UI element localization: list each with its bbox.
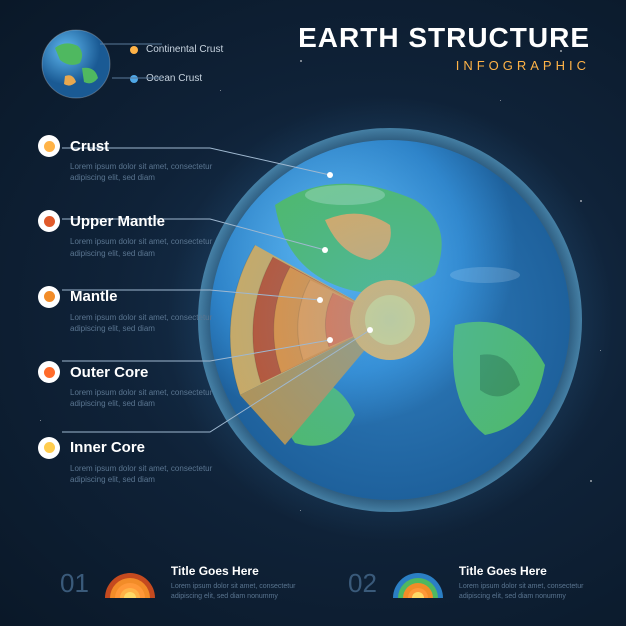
panel-number: 02 [348,568,377,599]
bullet-icon [38,437,60,459]
bullet-icon [38,135,60,157]
layer-crust: Crust Lorem ipsum dolor sit amet, consec… [38,135,218,183]
layer-outer-core: Outer Core Lorem ipsum dolor sit amet, c… [38,361,218,409]
layer-list: Crust Lorem ipsum dolor sit amet, consec… [38,135,218,512]
half-layers-icon [103,566,157,600]
half-layers-icon [391,566,445,600]
bullet-icon [38,361,60,383]
page-title: EARTH STRUCTURE [298,22,590,54]
layer-mantle: Mantle Lorem ipsum dolor sit amet, conse… [38,286,218,334]
dot-icon [130,46,138,54]
legend-ocean: Ocean Crust [130,73,223,84]
bullet-icon [38,286,60,308]
panel-01: 01 Title Goes Here Lorem ipsum dolor sit… [60,564,298,602]
legend-continental: Continental Crust [130,44,223,55]
panel-title: Title Goes Here [459,564,586,578]
dot-icon [130,75,138,83]
layer-inner-core: Inner Core Lorem ipsum dolor sit amet, c… [38,437,218,485]
earth-cutaway-diagram [195,125,585,515]
bottom-panels: 01 Title Goes Here Lorem ipsum dolor sit… [60,564,586,602]
panel-title: Title Goes Here [171,564,298,578]
panel-02: 02 Title Goes Here Lorem ipsum dolor sit… [348,564,586,602]
panel-desc: Lorem ipsum dolor sit amet, consectetur … [171,582,298,602]
bullet-icon [38,210,60,232]
panel-desc: Lorem ipsum dolor sit amet, consectetur … [459,582,586,602]
header: EARTH STRUCTURE INFOGRAPHIC [298,22,590,73]
layer-upper-mantle: Upper Mantle Lorem ipsum dolor sit amet,… [38,210,218,258]
page-subtitle: INFOGRAPHIC [298,58,590,73]
panel-number: 01 [60,568,89,599]
crust-legend: Continental Crust Ocean Crust [40,28,223,100]
mini-globe-icon [40,28,112,100]
